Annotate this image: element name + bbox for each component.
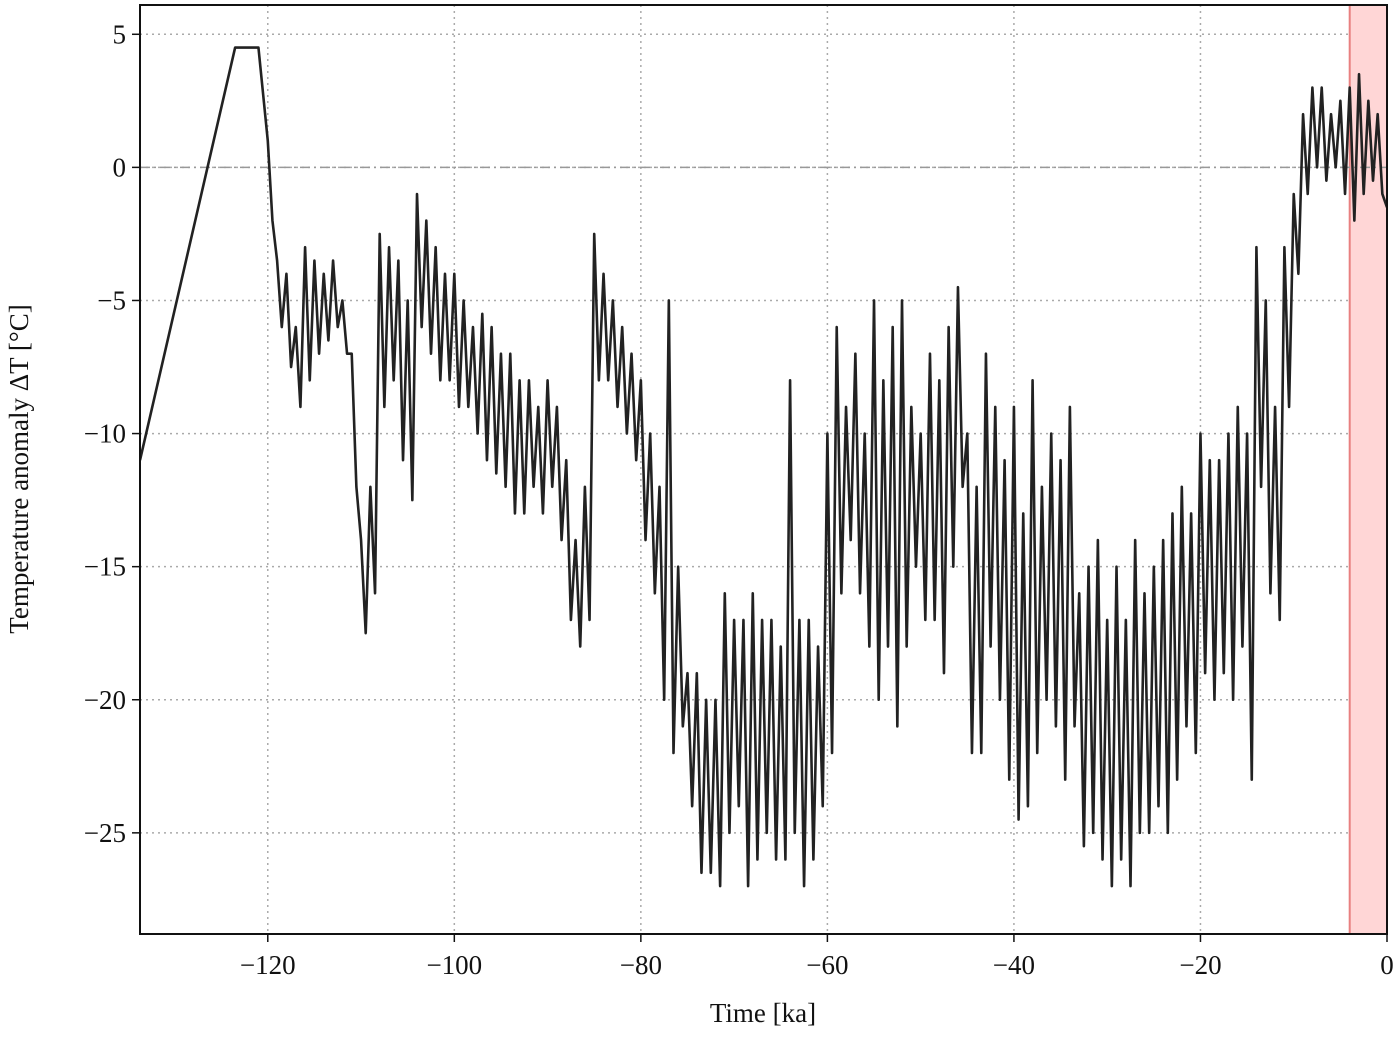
y-tick-label: −20 — [84, 685, 126, 715]
y-tick-label: −5 — [97, 285, 126, 315]
data-line — [140, 46, 1387, 888]
y-axis-label: Temperature anomaly ΔT [°C] — [4, 304, 34, 633]
x-tick-label: 0 — [1380, 950, 1394, 980]
y-tick-label: −25 — [84, 818, 126, 848]
x-tick-label: −20 — [1179, 950, 1221, 980]
y-tick-label: 5 — [113, 19, 127, 49]
plot-frame — [139, 4, 1388, 935]
x-axis-label: Time [ka] — [710, 998, 816, 1028]
x-tick-label: −80 — [620, 950, 662, 980]
x-tick-label: −60 — [806, 950, 848, 980]
x-tick-label: −120 — [240, 950, 296, 980]
y-tick-label: −10 — [84, 419, 126, 449]
x-tick-label: −100 — [426, 950, 482, 980]
y-tick-label: −15 — [84, 552, 126, 582]
x-tick-label: −40 — [993, 950, 1035, 980]
highlight-span — [1349, 5, 1387, 934]
y-tick-label: 0 — [113, 152, 127, 182]
